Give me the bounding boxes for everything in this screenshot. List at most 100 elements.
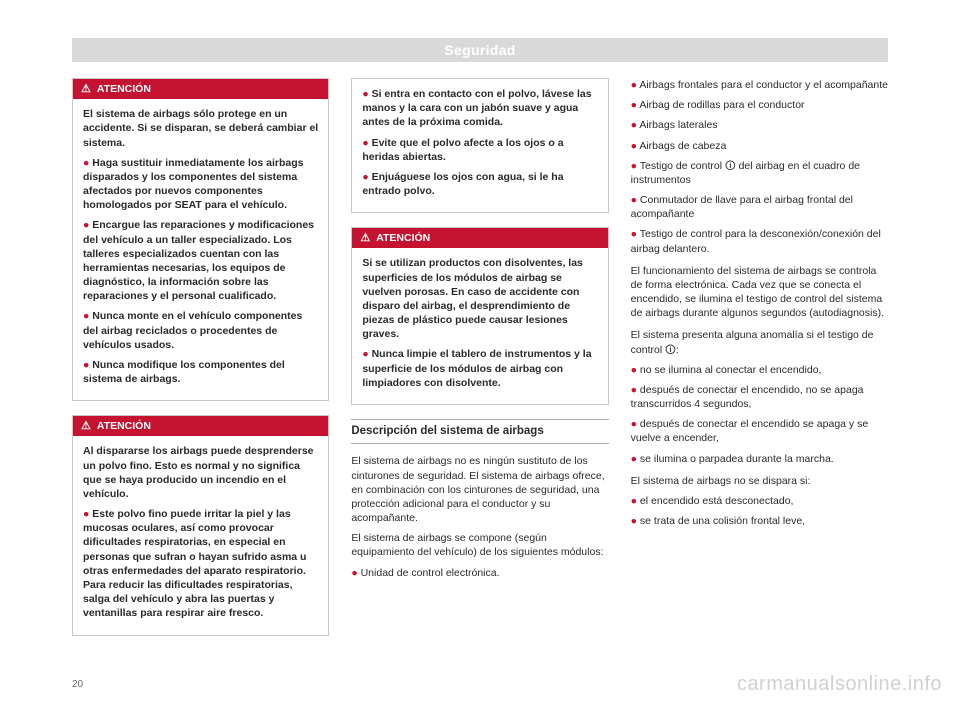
bullet-icon: ● (631, 228, 637, 240)
warn-text-span: Este polvo fino puede irritar la piel y … (83, 508, 306, 619)
body-text-span: no se ilumina al conectar el encendido, (640, 364, 822, 376)
body-text-span: Airbags frontales para el conductor y el… (639, 79, 888, 91)
bullet-icon: ● (83, 359, 89, 371)
bullet-icon: ● (362, 171, 368, 183)
warning-label: ATENCIÓN (376, 231, 430, 245)
columns: ⚠ ATENCIÓN El sistema de airbags sólo pr… (72, 78, 888, 650)
column-2: ● Si entra en contacto con el polvo, láv… (351, 78, 608, 650)
section-heading: Descripción del sistema de airbags (351, 419, 608, 445)
bullet-icon: ● (631, 160, 637, 172)
body-text-span: Testigo de control para la desconexión/c… (631, 228, 881, 254)
warning-header: ⚠ ATENCIÓN (73, 416, 328, 436)
warn-text-span: Nunca modifique los componentes del sist… (83, 359, 285, 385)
body-text: ● Airbag de rodillas para el conductor (631, 98, 888, 112)
bullet-icon: ● (631, 515, 637, 527)
body-text: ● Airbags laterales (631, 118, 888, 132)
body-text: ● Testigo de control 🛈 del airbag en el … (631, 159, 888, 187)
bullet-icon: ● (351, 567, 357, 579)
body-text: ● Testigo de control para la desconexión… (631, 227, 888, 255)
warn-text: ● Nunca modifique los componentes del si… (83, 358, 318, 386)
warn-text-span: Evite que el polvo afecte a los ojos o a… (362, 137, 563, 163)
body-text-span: Testigo de control 🛈 del airbag en el cu… (631, 160, 860, 186)
body-text-span: el encendido está desconectado, (640, 495, 794, 507)
body-text-span: Airbags de cabeza (639, 140, 726, 152)
warn-text-span: Haga sustituir inmediatamente los airbag… (83, 157, 304, 212)
bullet-icon: ● (631, 495, 637, 507)
body-text: ● el encendido está desconectado, (631, 494, 888, 508)
bullet-icon: ● (631, 119, 637, 131)
body-text-strong: El sistema de airbags se compone (según … (351, 531, 608, 559)
warning-box-3: ● Si entra en contacto con el polvo, láv… (351, 78, 608, 213)
bullet-icon: ● (631, 194, 637, 206)
body-text: El sistema de airbags no es ningún susti… (351, 454, 608, 525)
warning-header: ⚠ ATENCIÓN (73, 79, 328, 99)
body-text-block: El sistema de airbags no es ningún susti… (351, 454, 608, 579)
bullet-icon: ● (362, 348, 368, 360)
watermark: carmanualsonline.info (737, 673, 942, 696)
warning-box-2: ⚠ ATENCIÓN Al dispararse los airbags pue… (72, 415, 329, 635)
body-text: ● Conmutador de llave para el airbag fro… (631, 193, 888, 221)
warn-text: ● Este polvo fino puede irritar la piel … (83, 507, 318, 620)
header-bar: Seguridad (72, 38, 888, 62)
warning-triangle-icon: ⚠ (360, 233, 370, 244)
bullet-icon: ● (83, 310, 89, 322)
bullet-icon: ● (83, 219, 89, 231)
warn-text: Al dispararse los airbags puede desprend… (83, 444, 318, 501)
bullet-icon: ● (631, 384, 637, 396)
bullet-icon: ● (362, 137, 368, 149)
body-text: ● después de conectar el encendido, no s… (631, 383, 888, 411)
warning-triangle-icon: ⚠ (81, 84, 91, 95)
warn-text: ● Enjuáguese los ojos con agua, si le ha… (362, 170, 597, 198)
warning-label: ATENCIÓN (97, 419, 151, 433)
column-3: ● Airbags frontales para el conductor y … (631, 78, 888, 650)
warning-body: Si se utilizan productos con disolventes… (352, 248, 607, 404)
bullet-icon: ● (631, 140, 637, 152)
body-text-strong: El sistema de airbags no se dispara si: (631, 474, 888, 488)
body-text-span: Unidad de control electrónica. (361, 567, 500, 579)
warn-text: ● Nunca limpie el tablero de instrumento… (362, 347, 597, 390)
body-text: ● Airbags frontales para el conductor y … (631, 78, 888, 92)
body-text-span: Airbags laterales (639, 119, 717, 131)
body-text-span: se ilumina o parpadea durante la marcha. (640, 453, 834, 465)
warn-text: El sistema de airbags sólo protege en un… (83, 107, 318, 150)
warn-text-span: Nunca limpie el tablero de instrumentos … (362, 348, 591, 388)
column-1: ⚠ ATENCIÓN El sistema de airbags sólo pr… (72, 78, 329, 650)
body-text-span: se trata de una colisión frontal leve, (640, 515, 805, 527)
warn-text: ● Encargue las reparaciones y modificaci… (83, 218, 318, 303)
page: Seguridad ⚠ ATENCIÓN El sistema de airba… (0, 0, 960, 708)
body-text: El funcionamiento del sistema de airbags… (631, 264, 888, 321)
bullet-icon: ● (83, 157, 89, 169)
warn-text-span: Si entra en contacto con el polvo, láves… (362, 88, 591, 128)
warning-label: ATENCIÓN (97, 82, 151, 96)
warn-text-span: Nunca monte en el vehículo componentes d… (83, 310, 302, 350)
body-text-span: Conmutador de llave para el airbag front… (631, 194, 853, 220)
warn-text: ● Si entra en contacto con el polvo, láv… (362, 87, 597, 130)
warning-body: ● Si entra en contacto con el polvo, láv… (352, 79, 607, 212)
bullet-icon: ● (631, 418, 637, 430)
bullet-icon: ● (631, 99, 637, 111)
warn-text: Si se utilizan productos con disolventes… (362, 256, 597, 341)
body-text: ● Unidad de control electrónica. (351, 566, 608, 580)
warn-text: ● Haga sustituir inmediatamente los airb… (83, 156, 318, 213)
body-text: ● Airbags de cabeza (631, 139, 888, 153)
warn-text-span: Enjuáguese los ojos con agua, si le ha e… (362, 171, 563, 197)
header-title: Seguridad (444, 42, 515, 58)
warning-body: Al dispararse los airbags puede desprend… (73, 436, 328, 634)
bullet-icon: ● (631, 79, 637, 91)
body-text: ● se ilumina o parpadea durante la march… (631, 452, 888, 466)
bullet-icon: ● (83, 508, 89, 520)
body-text-span: después de conectar el encendido se apag… (631, 418, 869, 444)
bullet-icon: ● (362, 88, 368, 100)
body-text-span: después de conectar el encendido, no se … (631, 384, 864, 410)
page-number: 20 (72, 679, 83, 690)
body-text: ● después de conectar el encendido se ap… (631, 417, 888, 445)
warning-body: El sistema de airbags sólo protege en un… (73, 99, 328, 400)
warning-box-4: ⚠ ATENCIÓN Si se utilizan productos con … (351, 227, 608, 405)
warning-box-1: ⚠ ATENCIÓN El sistema de airbags sólo pr… (72, 78, 329, 401)
bullet-icon: ● (631, 364, 637, 376)
body-text: ● se trata de una colisión frontal leve, (631, 514, 888, 528)
body-text-span: Airbag de rodillas para el conductor (639, 99, 804, 111)
warn-text: ● Nunca monte en el vehículo componentes… (83, 309, 318, 352)
warning-triangle-icon: ⚠ (81, 421, 91, 432)
body-text-strong: El sistema presenta alguna anomalía si e… (631, 328, 888, 356)
